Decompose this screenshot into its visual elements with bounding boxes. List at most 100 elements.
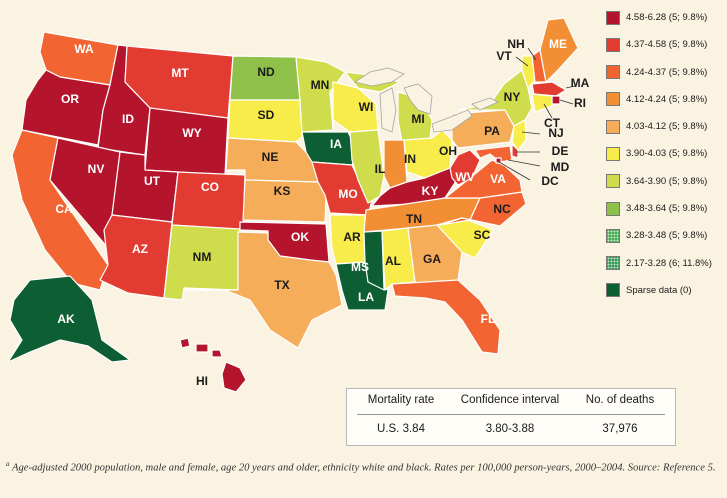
state-label-tn: TN <box>406 212 422 226</box>
table-header-row: Mortality rate Confidence interval No. o… <box>347 394 675 406</box>
state-ma[interactable] <box>531 81 567 97</box>
state-label-tx: TX <box>274 278 289 292</box>
state-label-ma: MA <box>571 76 590 90</box>
legend-swatch <box>606 174 620 189</box>
state-ak[interactable] <box>7 275 131 363</box>
state-label-al: AL <box>385 254 401 268</box>
legend-swatch <box>606 119 620 134</box>
state-ms[interactable] <box>363 230 385 291</box>
state-nc[interactable] <box>439 191 527 227</box>
state-az[interactable] <box>99 214 173 299</box>
state-sd[interactable] <box>227 99 303 143</box>
legend-swatch <box>606 10 620 25</box>
state-label-nv: NV <box>88 162 105 176</box>
state-label-md: MD <box>551 160 570 174</box>
legend-item: 4.24-4.37 (5; 9.8%) <box>606 65 724 80</box>
footnote-mark: a <box>6 460 10 468</box>
legend-swatch <box>606 92 620 107</box>
great-lakes <box>354 67 499 133</box>
legend-swatch <box>606 37 620 52</box>
state-label-ga: GA <box>423 252 441 266</box>
state-label-hi: HI <box>196 374 208 388</box>
state-ny[interactable] <box>457 69 533 127</box>
legend-label: 4.12-4.24 (5; 9.8%) <box>626 93 708 105</box>
state-label-ut: UT <box>144 174 161 188</box>
state-label-ia: IA <box>330 137 342 151</box>
legend-label: 2.17-3.28 (6; 11.8%) <box>626 257 712 269</box>
state-label-pa: PA <box>484 124 500 138</box>
legend-label: Sparse data (0) <box>626 284 692 296</box>
state-label-oh: OH <box>439 144 457 158</box>
state-mn[interactable] <box>295 56 346 133</box>
value-mortality-rate: U.S. 3.84 <box>377 423 425 435</box>
state-label-sc: SC <box>474 228 491 242</box>
state-label-la: LA <box>358 290 374 304</box>
state-dc[interactable] <box>495 157 502 164</box>
header-number-of-deaths: No. of deaths <box>585 394 655 406</box>
legend-label: 3.90-4.03 (5; 9.8%) <box>626 148 708 160</box>
legend-label: 3.64-3.90 (5; 9.8%) <box>626 175 708 187</box>
state-md[interactable] <box>474 145 513 163</box>
state-label-az: AZ <box>132 242 148 256</box>
legend: 4.58-6.28 (5; 9.8%) 4.37-4.58 (5; 9.8%) 4.… <box>606 10 724 310</box>
state-tx[interactable] <box>183 231 343 349</box>
state-ct[interactable] <box>531 93 553 113</box>
state-wy[interactable] <box>144 107 229 176</box>
footnote-text: Age-adjusted 2000 population, male and f… <box>11 462 716 474</box>
state-label-il: IL <box>375 162 386 176</box>
legend-swatch <box>606 65 620 80</box>
legend-item: 4.12-4.24 (5; 9.8%) <box>606 92 724 107</box>
legend-swatch <box>606 256 620 271</box>
legend-swatch <box>606 283 620 298</box>
table-divider <box>357 414 665 415</box>
state-hi[interactable] <box>221 361 247 393</box>
state-label-me: ME <box>549 37 567 51</box>
state-label-wy: WY <box>182 126 201 140</box>
state-fl[interactable] <box>391 279 501 355</box>
state-label-mo: MO <box>338 187 357 201</box>
state-label-ca: CA <box>55 202 73 216</box>
state-label-ar: AR <box>343 230 361 244</box>
state-label-wv: WV <box>455 170 474 184</box>
legend-label: 4.37-4.58 (5; 9.8%) <box>626 39 708 51</box>
legend-item: 3.90-4.03 (5; 9.8%) <box>606 146 724 161</box>
state-il[interactable] <box>349 129 385 204</box>
state-ri[interactable] <box>551 95 561 105</box>
us-map: WA OR CA ID NV MT WY UT AZ CO NM ND SD NE KS OK TX MN IA MO… <box>7 17 590 393</box>
state-label-ok: OK <box>291 230 309 244</box>
state-hi-island[interactable] <box>179 337 191 349</box>
state-label-or: OR <box>61 92 79 106</box>
legend-label: 3.48-3.64 (5; 9.8%) <box>626 203 708 215</box>
state-label-ak: AK <box>57 312 75 326</box>
state-de[interactable] <box>511 143 519 159</box>
state-label-mn: MN <box>311 78 330 92</box>
legend-swatch <box>606 228 620 243</box>
legend-item: 4.58-6.28 (5; 9.8%) <box>606 10 724 25</box>
summary-table: Mortality rate Confidence interval No. o… <box>346 388 676 446</box>
state-label-nj: NJ <box>548 126 563 140</box>
header-confidence-interval: Confidence interval <box>460 394 560 406</box>
state-label-id: ID <box>122 112 134 126</box>
legend-label: 3.28-3.48 (5; 9.8%) <box>626 230 708 242</box>
state-label-in: IN <box>404 152 416 166</box>
state-wv[interactable] <box>449 149 481 186</box>
state-label-wi: WI <box>359 100 374 114</box>
header-mortality-rate: Mortality rate <box>367 394 435 406</box>
legend-item: 4.37-4.58 (5; 9.8%) <box>606 37 724 52</box>
state-nj[interactable] <box>511 119 527 151</box>
legend-item: Sparse data (0) <box>606 283 724 298</box>
state-hi-island[interactable] <box>195 343 209 353</box>
state-hi-island[interactable] <box>211 349 223 358</box>
state-label-nm: NM <box>193 250 212 264</box>
state-label-ky: KY <box>422 184 439 198</box>
state-label-nc: NC <box>493 202 511 216</box>
state-oh[interactable] <box>403 129 453 179</box>
state-label-de: DE <box>552 144 569 158</box>
legend-label: 4.24-4.37 (5; 9.8%) <box>626 66 708 78</box>
footnote: a Age-adjusted 2000 population, male and… <box>6 458 721 475</box>
state-label-sd: SD <box>258 108 275 122</box>
legend-label: 4.58-6.28 (5; 9.8%) <box>626 12 708 23</box>
state-ks[interactable] <box>242 179 327 223</box>
legend-item: 3.64-3.90 (5; 9.8%) <box>606 174 724 189</box>
state-label-wa: WA <box>74 42 94 56</box>
